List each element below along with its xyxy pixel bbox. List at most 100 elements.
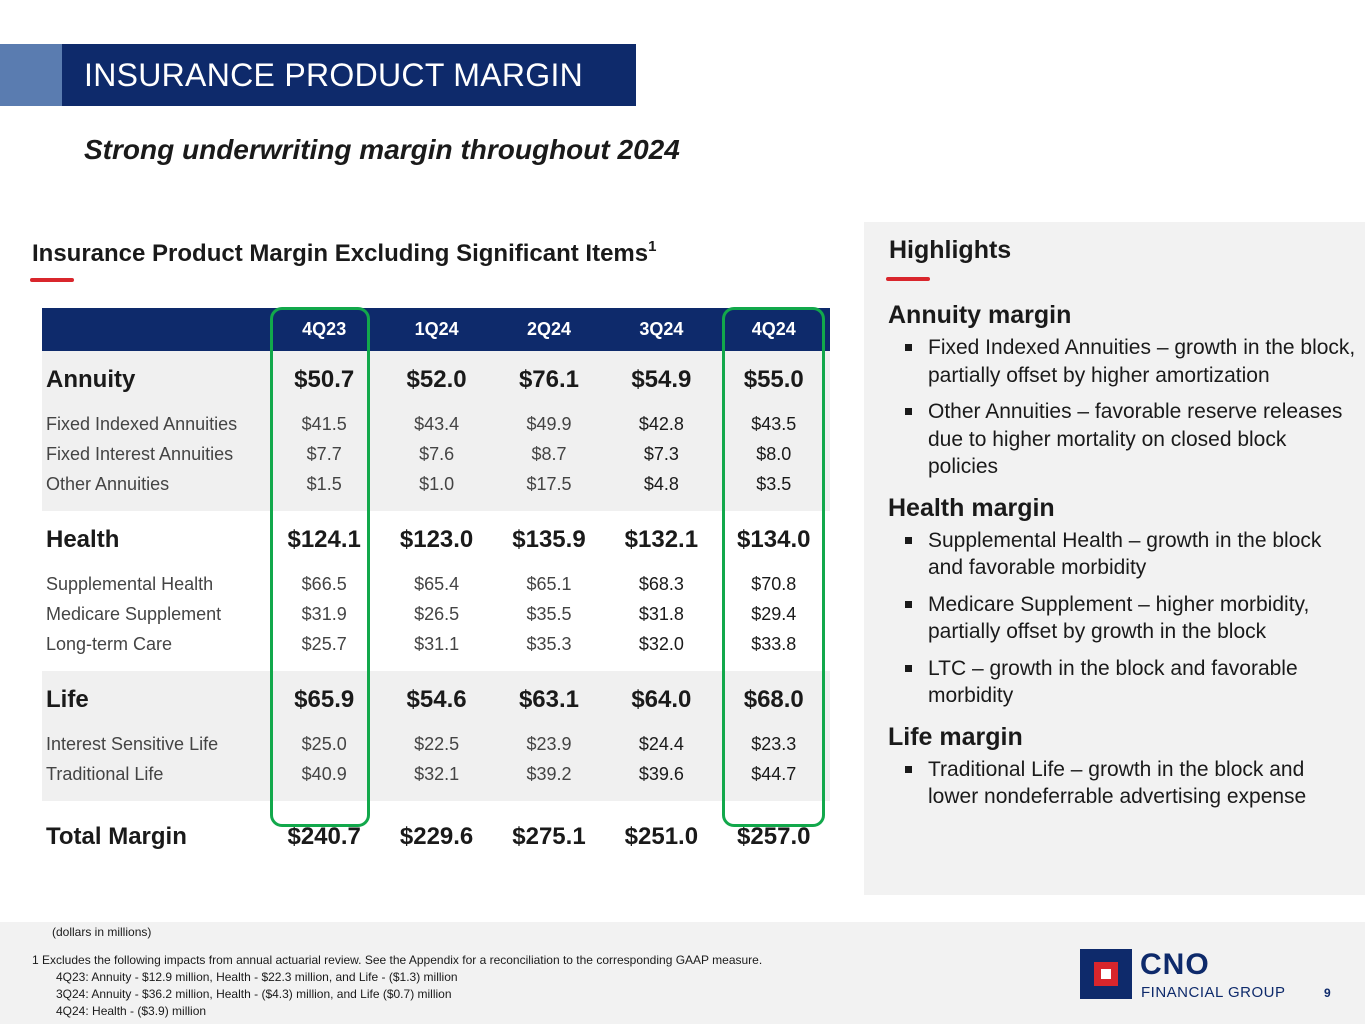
row-value-cell: $17.5 [526,473,572,494]
footnote-ref: 1 [648,238,657,255]
column-header: 3Q24 [639,319,684,339]
footnote-line: 3Q24: Annuity - $36.2 million, Health - … [56,987,452,1001]
group-summary-row: Annuity $50.7 $52.0 $76.1 $54.9 $55.0 [42,351,830,409]
row-value-cell: $65.4 [414,573,460,594]
page-title: INSURANCE PRODUCT MARGIN [62,44,636,106]
row-value-cell: $24.4 [638,733,684,754]
highlight-heading: Life margin [888,722,1023,751]
title-accent-block [0,44,62,106]
row-value-cell: $7.6 [419,443,455,464]
units-note: (dollars in millions) [52,925,152,939]
table-row: Other Annuities $1.5 $1.0 $17.5 $4.8 $3.5 [42,469,830,499]
column-header: 2Q24 [526,319,571,339]
row-label: Medicare Supplement [46,603,222,624]
square-bullet-icon [905,536,912,544]
row-spacer [42,499,830,511]
table-header-row: 4Q23 1Q24 2Q24 3Q24 4Q24 [42,308,830,351]
row-value-cell: $33.8 [751,633,797,654]
group-value-cell: $135.9 [512,526,586,553]
highlight-heading: Annuity margin [888,301,1072,329]
table-section-title: Insurance Product Margin Excluding Signi… [32,238,657,268]
group-value-cell: $65.9 [294,686,355,713]
total-value-cell: $275.1 [512,823,586,850]
square-bullet-icon [905,408,912,415]
row-label: Fixed Indexed Annuities [46,413,238,434]
row-value-cell: $7.7 [306,443,342,464]
group-value-cell: $54.6 [406,686,467,713]
table-row: Long-term Care $25.7 $31.1 $35.3 $32.0 $33.8 [42,629,830,659]
row-value-cell: $23.9 [526,733,572,754]
row-value-cell: $4.8 [643,473,679,494]
row-value-cell: $65.1 [526,573,572,594]
footer-band [0,922,1365,1024]
row-value-cell: $43.4 [414,413,460,434]
row-value-cell: $68.3 [638,573,684,594]
row-value-cell: $7.3 [643,443,679,464]
total-label: Total Margin [46,823,187,850]
row-value-cell: $1.0 [419,473,455,494]
group-label: Annuity [46,366,136,393]
row-value-cell: $31.9 [301,603,347,624]
row-value-cell: $29.4 [751,603,797,624]
row-value-cell: $25.0 [301,733,347,754]
row-label: Other Annuities [46,473,170,494]
square-bullet-icon [905,344,912,351]
group-value-cell: $52.0 [406,366,467,393]
row-value-cell: $31.1 [414,633,460,654]
highlights-list: Annuity margin Fixed Indexed Annuities – … [888,300,1358,823]
highlight-bullet: Traditional Life – growth in the block a… [888,756,1358,811]
row-value-cell: $8.7 [531,443,567,464]
row-value-cell: $22.5 [414,733,460,754]
total-value-cell: $257.0 [737,823,811,850]
highlight-bullet: Fixed Indexed Annuities – growth in the … [888,334,1358,389]
logo-name: CNO [1140,948,1210,981]
row-value-cell: $43.5 [751,413,797,434]
highlight-bullet: Supplemental Health – growth in the bloc… [888,527,1358,582]
logo-subtitle: FINANCIAL GROUP [1141,984,1286,1001]
row-value-cell: $39.6 [638,763,684,784]
highlight-bullet: Medicare Supplement – higher morbidity, … [888,591,1358,646]
row-value-cell: $39.2 [526,763,572,784]
column-header: 1Q24 [414,319,459,339]
bullet-text: Medicare Supplement – higher morbidity, … [928,592,1310,644]
group-value-cell: $55.0 [743,366,804,393]
group-value-cell: $134.0 [737,526,811,553]
row-spacer [42,659,830,671]
total-row: Total Margin $240.7 $229.6 $275.1 $251.0 $257… [42,801,830,873]
row-label: Traditional Life [46,763,164,784]
column-header: 4Q23 [302,319,347,339]
table-row: Traditional Life $40.9 $32.1 $39.2 $39.6 $44.… [42,759,830,789]
table-title-underline [30,278,74,282]
highlight-bullets: Fixed Indexed Annuities – growth in the … [888,334,1358,481]
footnote-line: 4Q23: Annuity - $12.9 million, Health - … [56,970,458,984]
row-value-cell: $35.3 [526,633,572,654]
highlights-title: Highlights [889,236,1012,264]
highlight-heading: Health margin [888,493,1055,522]
row-value-cell: $49.9 [526,413,572,434]
group-value-cell: $54.9 [631,366,692,393]
group-value-cell: $124.1 [287,526,361,553]
table-row: Fixed Interest Annuities $7.7 $7.6 $8.7 $7.3… [42,439,830,469]
page-subtitle: Strong underwriting margin throughout 20… [84,134,680,165]
group-summary-row: Health $124.1 $123.0 $135.9 $132.1 $134.0 [42,511,830,569]
group-value-cell: $63.1 [518,686,579,713]
table-row: Medicare Supplement $31.9 $26.5 $35.5 $31.8 $… [42,599,830,629]
row-value-cell: $1.5 [306,473,342,494]
row-value-cell: $42.8 [638,413,684,434]
table-row: Supplemental Health $66.5 $65.4 $65.1 $68.3 $… [42,569,830,599]
row-value-cell: $66.5 [301,573,347,594]
row-label: Fixed Interest Annuities [46,443,234,464]
row-value-cell: $41.5 [301,413,347,434]
highlight-bullet: LTC – growth in the block and favorable … [888,655,1358,710]
cno-logo-mark [1080,949,1132,999]
group-value-cell: $50.7 [294,366,355,393]
row-value-cell: $23.3 [751,733,797,754]
row-label: Supplemental Health [46,573,214,594]
highlight-bullet: Other Annuities – favorable reserve rele… [888,398,1358,481]
square-bullet-icon [905,600,912,608]
row-value-cell: $31.8 [638,603,684,624]
group-value-cell: $76.1 [518,366,579,393]
group-summary-row: Life $65.9 $54.6 $63.1 $64.0 $68.0 [42,671,830,729]
group-label: Life [46,686,89,713]
row-label: Interest Sensitive Life [46,733,219,754]
